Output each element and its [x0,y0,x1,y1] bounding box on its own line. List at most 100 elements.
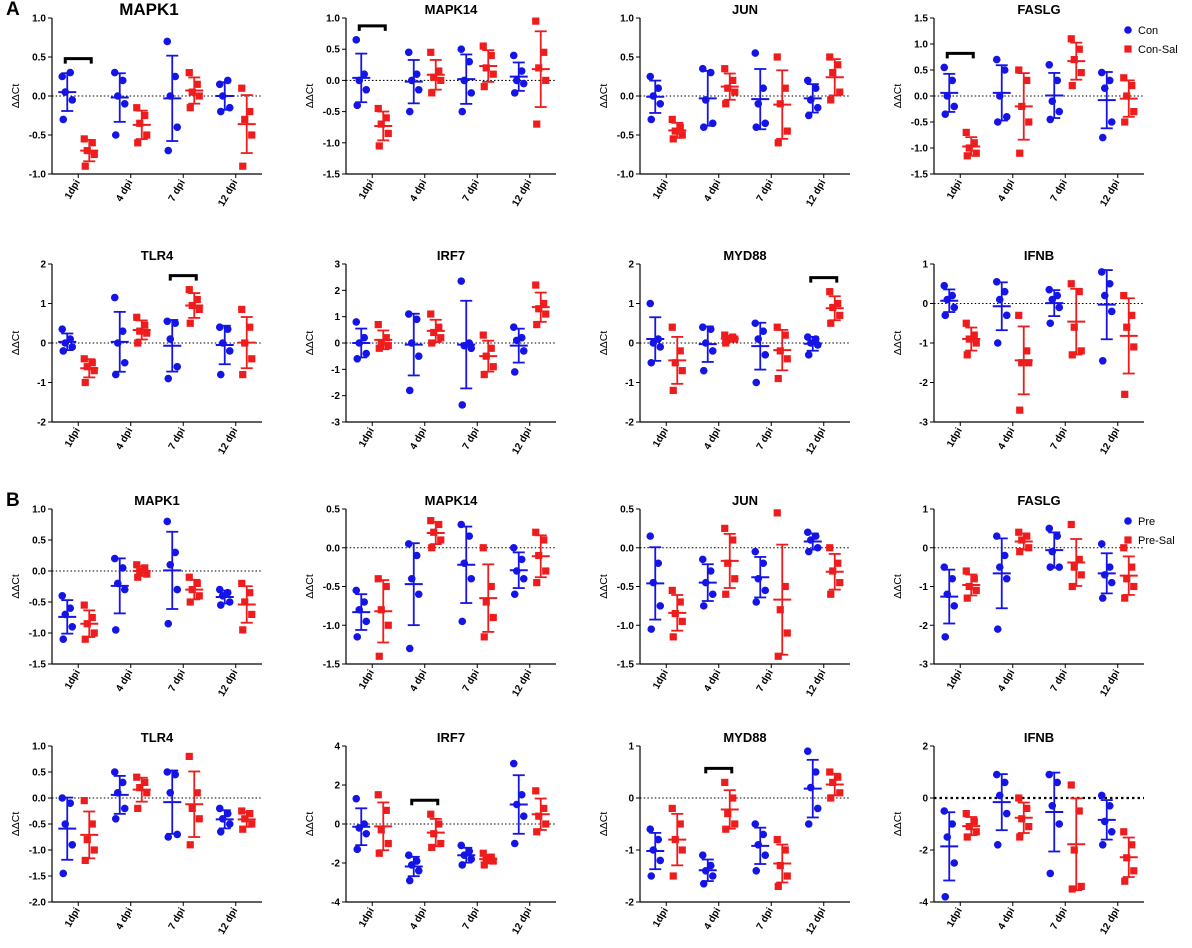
data-point-con [759,327,768,335]
y-tick-label: -1.0 [323,138,341,149]
data-point-con [811,84,820,92]
data-point-con [460,76,469,85]
y-tick-label: -1.5 [29,872,47,883]
data-point-pre [59,869,68,878]
y-tick-label: -0.5 [29,598,47,609]
data-point-pre-sal [136,567,144,575]
data-point-pre [940,807,949,815]
x-tick-label: 1dpi [651,906,671,929]
data-point-con [173,362,182,371]
data-point-pre-sal [1025,823,1033,831]
data-point-con [751,49,760,57]
data-point-pre-sal [479,849,487,857]
y-tick-label: 0.0 [32,567,46,578]
data-point-con-sal [83,363,91,371]
data-point-pre-sal [676,598,684,606]
y-tick-label: 0.0 [620,543,634,554]
x-tick-label: 1dpi [63,426,83,449]
y-tick-label: -1 [331,365,340,376]
data-point-pre-sal [1068,582,1076,591]
data-point-con [467,344,476,353]
data-point-pre-sal [829,567,837,575]
data-point-con [353,101,362,110]
data-point-con [405,386,414,395]
y-tick-label: -1.0 [29,629,47,640]
data-point-pre-sal [1067,781,1075,789]
data-point-pre [649,578,658,587]
data-point-pre [465,532,474,540]
y-tick-label: 0.5 [914,66,928,77]
data-point-con-sal [1016,406,1024,414]
data-point-con [218,92,227,100]
data-point-pre [1100,817,1109,826]
data-point-con [61,88,70,96]
chart-title: MAPK1 [134,493,180,508]
data-point-pre-sal [962,567,970,575]
data-point-con-sal [1077,347,1085,355]
data-point-con [512,336,521,345]
data-point-con-sal [487,51,495,60]
data-point-con [120,100,129,108]
data-point-pre-sal [239,825,247,833]
data-point-con [404,310,413,318]
data-point-con [950,303,959,312]
data-point-pre [519,812,528,820]
data-point-con [813,341,822,349]
y-tick-label: 1 [628,742,634,753]
data-point-pre-sal [489,613,497,622]
data-point-con [1000,66,1009,74]
data-point-pre [457,520,466,529]
data-point-pre [941,633,950,641]
data-point-con [1098,133,1107,142]
data-point-con [215,323,224,332]
data-point-con [225,347,234,355]
data-point-con-sal [1123,323,1131,331]
data-point-con-sal [88,139,96,147]
data-point-con-sal [542,76,550,84]
data-point-pre-sal [721,524,729,532]
data-point-con-sal [134,139,142,147]
y-tick-label: 0.5 [32,536,46,547]
data-point-con-sal [479,331,487,339]
y-tick-label: -1 [625,846,634,857]
data-point-pre [360,598,369,606]
x-tick-label: 7 dpi [755,426,776,452]
data-point-pre-sal [826,544,834,552]
y-axis-label: ΔΔCt [10,812,22,837]
x-tick-label: 4 dpi [114,906,135,932]
data-point-con-sal [80,355,88,363]
data-point-pre-sal [963,594,971,602]
data-point-pre [118,778,127,787]
data-point-con-sal [193,80,201,88]
data-point-con-sal [781,331,789,339]
data-point-con [656,343,665,351]
chart-title: MYD88 [723,248,766,263]
data-point-con [510,368,519,376]
data-point-con [61,339,70,347]
data-point-pre [218,815,227,823]
data-point-pre-sal [669,633,677,641]
data-point-pre-sal [246,810,254,818]
data-point-pre-sal [435,520,443,529]
data-point-con-sal [480,83,488,91]
x-tick-label: 4 dpi [702,906,723,932]
y-tick-label: 0.0 [914,92,928,103]
data-point-pre-sal [836,789,844,797]
data-point-con-sal [1130,108,1138,116]
x-tick-label: 12 dpi [804,178,828,209]
legend-marker-series2 [1124,45,1132,53]
y-tick-label: -0.5 [323,582,341,593]
y-tick-label: -2 [919,378,928,389]
y-tick-label: 1.0 [32,742,46,753]
data-point-con-sal [1023,347,1031,355]
data-point-con [1100,291,1109,300]
data-point-con-sal [533,320,541,329]
data-point-pre-sal [1015,528,1023,536]
data-point-pre-sal [962,810,970,818]
data-point-con [950,102,959,111]
data-point-con [59,115,68,124]
data-point-pre [407,861,416,869]
data-point-pre [1053,532,1062,540]
x-tick-label: 7 dpi [1049,906,1070,932]
data-point-pre-sal [374,791,382,799]
